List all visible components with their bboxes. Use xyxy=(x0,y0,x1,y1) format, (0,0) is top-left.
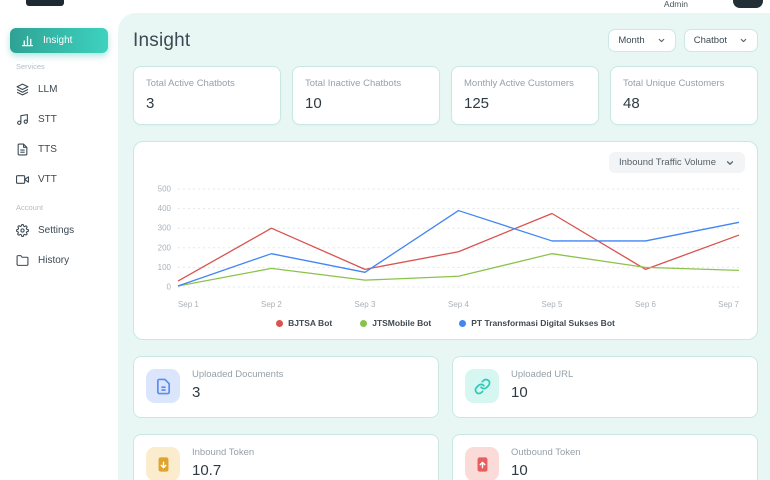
outbound-token-badge xyxy=(465,447,499,480)
resource-grid: Uploaded Documents 3 Uploaded URL 10 Inb… xyxy=(133,356,758,480)
sidebar-item-settings[interactable]: Settings xyxy=(0,215,118,245)
stat-value: 10 xyxy=(305,95,322,112)
resource-value: 10 xyxy=(511,384,528,401)
stat-label: Total Unique Customers xyxy=(623,78,725,89)
music-note-icon xyxy=(17,113,28,125)
stat-card-unique-customers: Total Unique Customers 48 xyxy=(610,66,758,125)
chart-metric-dropdown[interactable]: Inbound Traffic Volume xyxy=(609,152,745,173)
sidebar-item-label: VTT xyxy=(38,173,57,185)
uploaded-documents-card: Uploaded Documents 3 xyxy=(133,356,439,418)
sidebar-item-history[interactable]: History xyxy=(0,245,118,275)
stat-card-monthly-active-customers: Monthly Active Customers 125 xyxy=(451,66,599,125)
svg-text:Sep 7: Sep 7 xyxy=(718,300,739,309)
resource-value: 10 xyxy=(511,462,528,479)
svg-text:500: 500 xyxy=(158,184,172,193)
chevron-down-icon xyxy=(740,38,747,43)
chevron-down-icon xyxy=(658,38,665,43)
link-icon xyxy=(474,378,490,394)
svg-text:Sep 3: Sep 3 xyxy=(355,300,376,309)
chart-legend: BJTSA Bot JTSMobile Bot PT Transformasi … xyxy=(146,315,745,335)
svg-text:200: 200 xyxy=(158,243,172,252)
chart-metric-dropdown-value: Inbound Traffic Volume xyxy=(619,157,716,168)
legend-label: JTSMobile Bot xyxy=(372,318,432,328)
resource-label: Uploaded Documents xyxy=(192,369,284,380)
uploaded-url-card: Uploaded URL 10 xyxy=(452,356,758,418)
svg-text:100: 100 xyxy=(158,263,172,272)
sidebar-item-tts[interactable]: TTS xyxy=(0,134,118,164)
traffic-chart-card: Inbound Traffic Volume 0 100 200 300 400 500 S… xyxy=(133,141,758,340)
resource-value: 3 xyxy=(192,384,201,401)
stat-value: 125 xyxy=(464,95,490,112)
insight-icon xyxy=(21,36,34,47)
legend-item: JTSMobile Bot xyxy=(360,318,431,328)
legend-label: BJTSA Bot xyxy=(288,318,333,328)
legend-dot xyxy=(360,319,368,327)
main-panel: Insight Month Chatbot Total Active Chatb… xyxy=(118,13,770,480)
stat-card-inactive-chatbots: Total Inactive Chatbots 10 xyxy=(292,66,440,125)
sidebar-section-services: Services xyxy=(16,62,45,71)
layers-icon xyxy=(16,83,29,95)
sidebar-item-stt[interactable]: STT xyxy=(0,104,118,134)
sidebar-item-label: Settings xyxy=(38,224,75,236)
inbound-token-badge xyxy=(146,447,180,480)
top-header: Admin xyxy=(0,0,770,13)
legend-item: BJTSA Bot xyxy=(276,318,332,328)
sidebar-item-label: STT xyxy=(38,113,57,125)
traffic-line-chart: 0 100 200 300 400 500 Sep 1 Sep 2 Sep 3 Sep 4 Sep … xyxy=(158,184,740,309)
sidebar-item-label: Insight xyxy=(43,35,73,46)
legend-dot xyxy=(459,319,467,327)
resource-label: Outbound Token xyxy=(511,447,581,458)
stats-row: Total Active Chatbots 3 Total Inactive C… xyxy=(133,66,758,125)
chevron-down-icon xyxy=(726,160,734,165)
token-arrow-up-icon xyxy=(477,456,487,472)
sidebar-item-insight[interactable]: Insight xyxy=(10,28,108,53)
svg-text:400: 400 xyxy=(158,204,172,213)
document-icon xyxy=(17,143,28,155)
sidebar-item-label: TTS xyxy=(38,143,57,155)
filters: Month Chatbot xyxy=(608,29,758,52)
sidebar: Insight Services LLM STT TTS VTT Account… xyxy=(0,13,118,480)
period-dropdown-value: Month xyxy=(618,35,645,46)
legend-dot xyxy=(276,319,284,327)
stat-label: Total Active Chatbots xyxy=(146,78,235,89)
svg-text:Sep 2: Sep 2 xyxy=(261,300,282,309)
resource-label: Uploaded URL xyxy=(511,369,574,380)
document-icon xyxy=(156,378,170,394)
sidebar-item-vtt[interactable]: VTT xyxy=(0,164,118,194)
svg-text:Sep 6: Sep 6 xyxy=(635,300,656,309)
user-avatar[interactable] xyxy=(733,0,763,8)
document-badge xyxy=(146,369,180,403)
user-name: Admin xyxy=(663,0,688,9)
legend-item: PT Transformasi Digital Sukses Bot xyxy=(459,318,615,328)
sidebar-item-llm[interactable]: LLM xyxy=(0,74,118,104)
sidebar-section-account: Account xyxy=(16,203,44,212)
page-title: Insight xyxy=(133,29,191,51)
stat-label: Total Inactive Chatbots xyxy=(305,78,402,89)
svg-text:Sep 4: Sep 4 xyxy=(448,300,469,309)
stat-label: Monthly Active Customers xyxy=(464,78,574,89)
app-logo xyxy=(26,0,64,6)
svg-text:Sep 5: Sep 5 xyxy=(542,300,563,309)
outbound-token-card: Outbound Token 10 xyxy=(452,434,758,480)
resource-value: 10.7 xyxy=(192,462,222,479)
video-camera-icon xyxy=(16,174,29,184)
svg-text:300: 300 xyxy=(158,224,172,233)
link-badge xyxy=(465,369,499,403)
scope-dropdown-value: Chatbot xyxy=(693,35,727,46)
stat-value: 48 xyxy=(623,95,640,112)
scope-dropdown[interactable]: Chatbot xyxy=(683,29,758,52)
sidebar-item-label: LLM xyxy=(38,83,58,95)
legend-label: PT Transformasi Digital Sukses Bot xyxy=(471,318,615,328)
resource-label: Inbound Token xyxy=(192,447,255,458)
stat-card-active-chatbots: Total Active Chatbots 3 xyxy=(133,66,281,125)
svg-text:Sep 1: Sep 1 xyxy=(178,300,199,309)
token-arrow-down-icon xyxy=(158,456,168,472)
folder-icon xyxy=(16,254,29,266)
svg-text:0: 0 xyxy=(167,282,172,291)
gear-icon xyxy=(16,223,29,237)
inbound-token-card: Inbound Token 10.7 xyxy=(133,434,439,480)
period-dropdown[interactable]: Month xyxy=(608,29,676,52)
stat-value: 3 xyxy=(146,95,155,112)
sidebar-item-label: History xyxy=(38,254,70,266)
